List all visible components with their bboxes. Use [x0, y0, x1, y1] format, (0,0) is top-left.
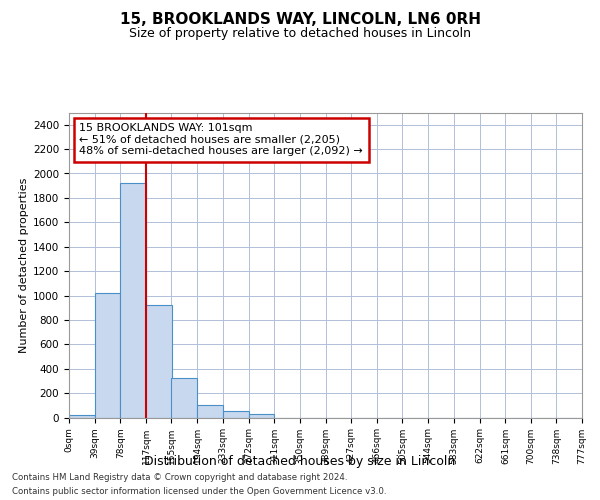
Text: Contains public sector information licensed under the Open Government Licence v3: Contains public sector information licen… — [12, 486, 386, 496]
Bar — [95, 293, 121, 418]
Bar — [172, 378, 197, 418]
Y-axis label: Number of detached properties: Number of detached properties — [19, 178, 29, 352]
Text: 15 BROOKLANDS WAY: 101sqm
← 51% of detached houses are smaller (2,205)
48% of se: 15 BROOKLANDS WAY: 101sqm ← 51% of detac… — [79, 123, 363, 156]
Bar — [146, 306, 172, 418]
Text: 15, BROOKLANDS WAY, LINCOLN, LN6 0RH: 15, BROOKLANDS WAY, LINCOLN, LN6 0RH — [119, 12, 481, 28]
Bar — [248, 414, 274, 418]
Bar — [69, 415, 95, 418]
Text: Size of property relative to detached houses in Lincoln: Size of property relative to detached ho… — [129, 28, 471, 40]
Text: Contains HM Land Registry data © Crown copyright and database right 2024.: Contains HM Land Registry data © Crown c… — [12, 472, 347, 482]
Bar — [197, 404, 223, 417]
Bar — [223, 412, 248, 418]
Bar — [121, 184, 146, 418]
Text: Distribution of detached houses by size in Lincoln: Distribution of detached houses by size … — [145, 455, 455, 468]
